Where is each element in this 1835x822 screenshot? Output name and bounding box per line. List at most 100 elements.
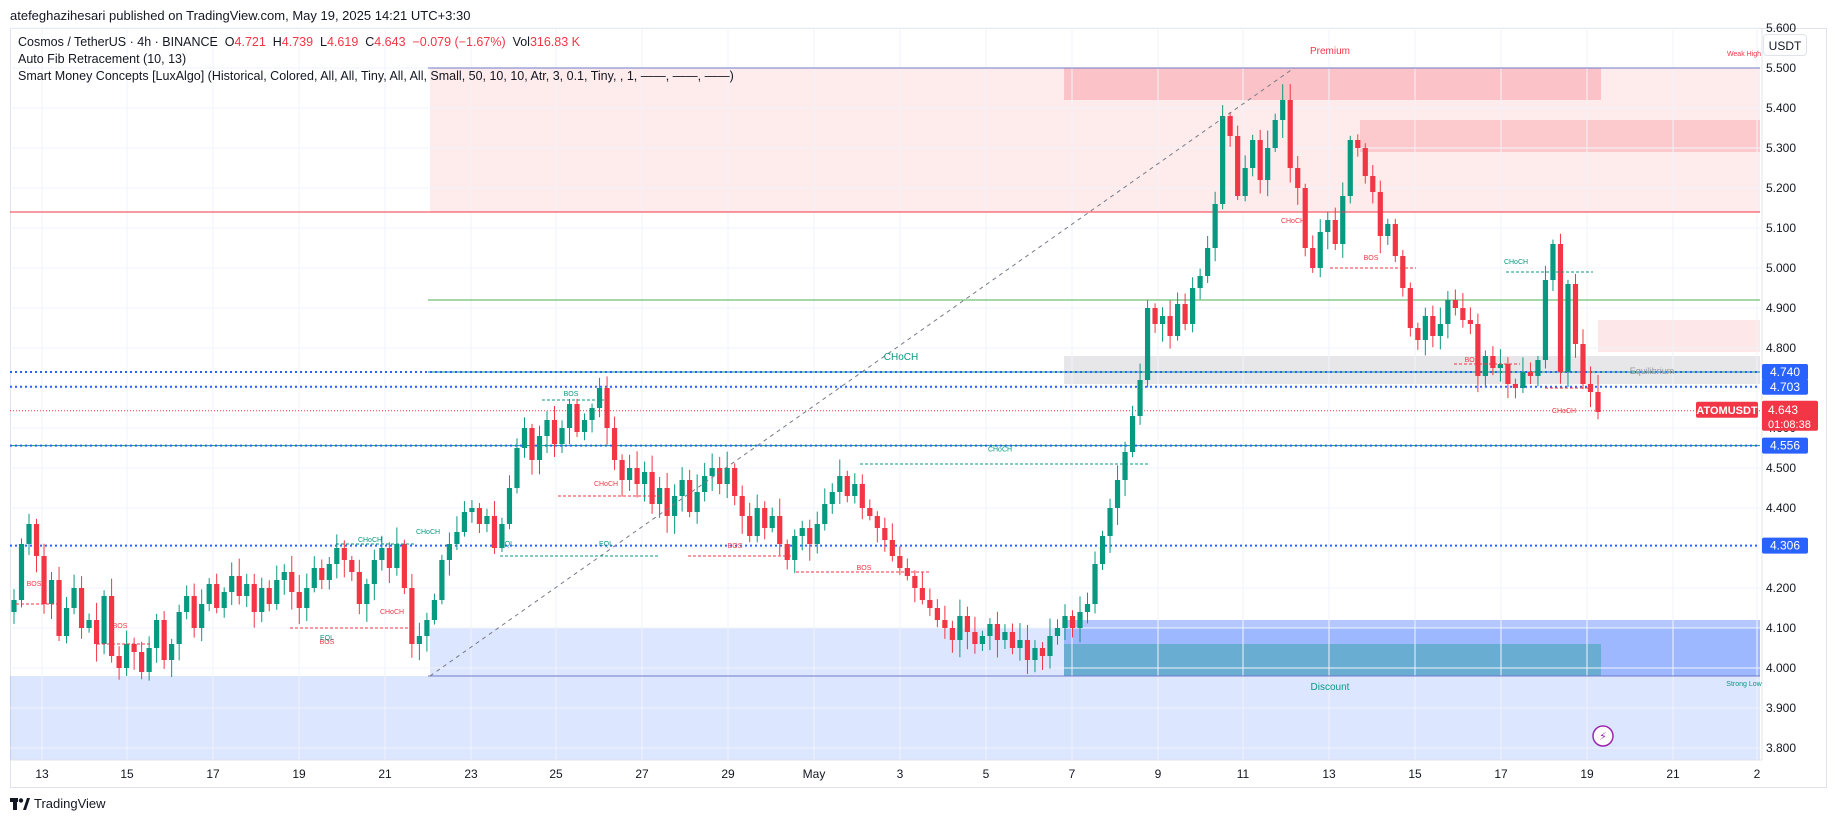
candle-body	[1512, 384, 1519, 388]
candle-body	[1325, 220, 1331, 232]
candle-body	[897, 556, 903, 568]
y-tick-label: 4.000	[1766, 661, 1796, 675]
candle-body	[1190, 288, 1196, 324]
candle-body	[1535, 360, 1541, 376]
candle-body	[1002, 632, 1008, 640]
candle-body	[859, 484, 865, 508]
candle-body	[424, 620, 430, 636]
candle-body	[551, 420, 558, 444]
equilibrium-zone	[1064, 356, 1760, 384]
candle-body	[672, 496, 678, 516]
x-tick-label: May	[803, 767, 826, 781]
y-tick-label: 5.500	[1766, 61, 1796, 75]
candle-body	[1460, 308, 1466, 320]
candle-body	[1377, 192, 1383, 236]
candle-body	[1235, 136, 1241, 196]
candle-body	[717, 468, 723, 484]
legend-low-label: L	[320, 35, 327, 49]
price-label-bg	[1762, 364, 1808, 380]
candle-body	[1572, 284, 1579, 344]
y-tick-label: 4.500	[1766, 461, 1796, 475]
demand-block	[1064, 644, 1601, 676]
candle-body	[724, 468, 730, 484]
candle-body	[1340, 196, 1346, 244]
candle-body	[281, 572, 287, 580]
candle-body	[1257, 140, 1263, 180]
x-tick-label: 7	[1069, 767, 1076, 781]
candle-body	[566, 404, 573, 428]
candle-body	[476, 508, 483, 524]
last-price-label: 4.643	[1768, 403, 1798, 417]
candle-body	[814, 524, 820, 544]
candle-body	[709, 468, 715, 476]
candle-body	[199, 604, 205, 628]
discount-zone	[10, 676, 1760, 760]
candle-body	[1039, 648, 1046, 656]
smc-label: BOS	[857, 565, 872, 572]
candle-body	[521, 428, 528, 448]
candle-body	[491, 516, 498, 548]
candle-body	[154, 620, 160, 648]
candle-body	[1565, 284, 1571, 372]
currency-button[interactable]: USDT	[1763, 34, 1807, 56]
candle-body	[1212, 204, 1218, 248]
candle-body	[822, 504, 828, 524]
candle-body	[1310, 248, 1316, 268]
candle-body	[56, 580, 62, 636]
candle-body	[1482, 356, 1488, 376]
price-label: 4.740	[1770, 365, 1800, 379]
symbol-label: ATOMUSDT	[1696, 405, 1758, 417]
candle-body	[762, 508, 768, 528]
smc-label: BOS	[728, 543, 743, 550]
candle-body	[184, 596, 190, 612]
candle-body	[169, 644, 175, 660]
candle-body	[1069, 616, 1076, 628]
smc-label: CHoCH	[988, 447, 1012, 454]
x-tick-label: 5	[983, 767, 990, 781]
candle-body	[777, 516, 783, 544]
candle-body	[206, 584, 212, 604]
x-tick-label: 19	[1580, 767, 1594, 781]
candle-body	[1430, 316, 1436, 336]
candle-body	[1167, 316, 1173, 336]
candle-body	[469, 508, 475, 512]
smc-label: BOS	[1465, 357, 1480, 364]
legend-symbol[interactable]: Cosmos / TetherUS · 4h · BINANCE	[18, 35, 218, 49]
candle-body	[326, 564, 332, 580]
smc-label: EQL	[599, 541, 613, 548]
candle-body	[1152, 308, 1158, 324]
symbol-label-bg	[1696, 401, 1758, 418]
tradingview-logo[interactable]: TradingView	[10, 796, 106, 811]
candle-body	[191, 596, 197, 628]
candle-body	[529, 428, 535, 460]
candle-body	[139, 652, 145, 672]
smc-label: CHoCH	[1281, 218, 1305, 225]
candle-body	[1445, 300, 1451, 324]
countdown-label: 01:08:38	[1768, 419, 1811, 431]
candle-body	[1475, 324, 1481, 376]
smc-label: EQL	[500, 541, 514, 548]
candle-body	[1400, 256, 1406, 288]
candle-body	[1099, 536, 1106, 564]
legend-indicator-smc[interactable]: Smart Money Concepts [LuxAlgo] (Historic…	[18, 69, 734, 83]
candle-body	[296, 592, 302, 608]
candle-body	[972, 632, 978, 644]
candle-body	[274, 580, 280, 604]
y-tick-label: 4.400	[1766, 501, 1796, 515]
candle-body	[229, 576, 235, 592]
annotations: Premium Discount Equilibrium Weak High Stron…	[16, 46, 1763, 747]
legend-open-label: O	[224, 35, 235, 49]
candle-body	[852, 484, 858, 496]
candle-body	[1054, 628, 1061, 636]
smc-label: BOS	[564, 391, 579, 398]
candle-body	[799, 528, 805, 536]
candle-body	[1227, 116, 1233, 136]
legend-indicator-fib[interactable]: Auto Fib Retracement (10, 13)	[18, 52, 187, 66]
candle-body	[259, 588, 265, 612]
candle-body	[934, 608, 940, 620]
candle-body	[506, 488, 513, 524]
candle-body	[86, 620, 92, 628]
smc-label: EQL	[320, 635, 334, 642]
candle-body	[1587, 384, 1594, 392]
